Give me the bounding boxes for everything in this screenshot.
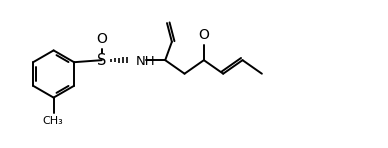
Text: NH: NH [135,55,155,68]
Text: O: O [96,32,107,46]
Text: CH₃: CH₃ [42,116,63,126]
Text: O: O [198,28,209,42]
Text: S: S [97,53,106,68]
